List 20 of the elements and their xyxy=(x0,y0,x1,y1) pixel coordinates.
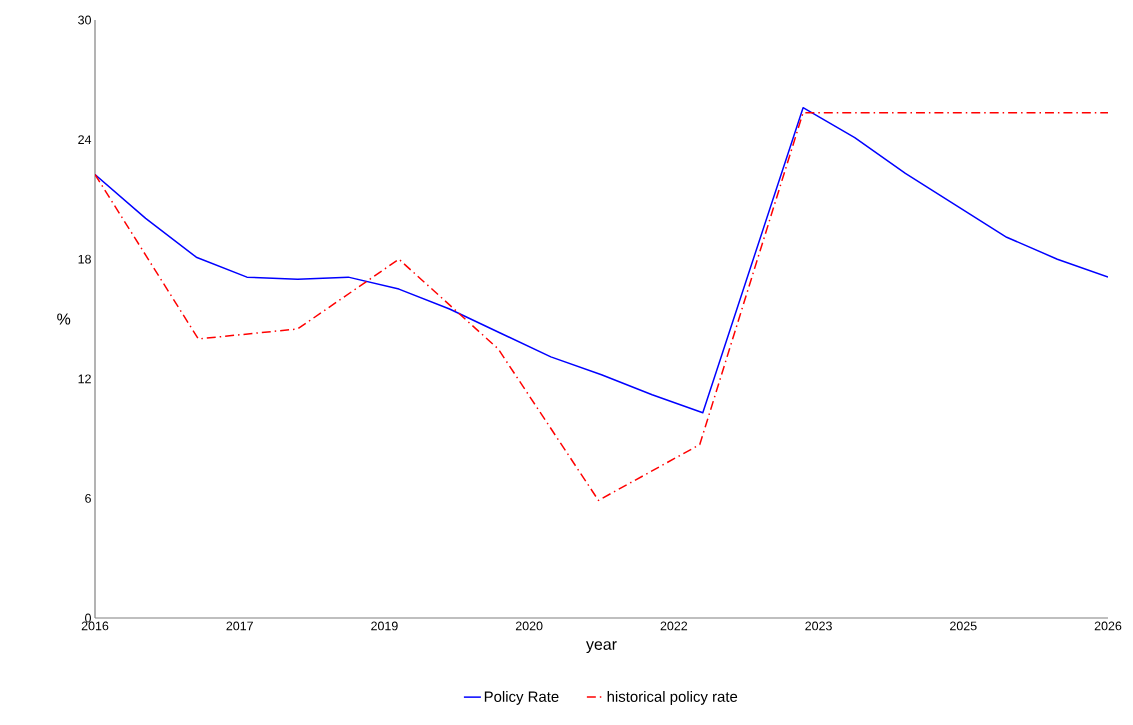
x-tick-label: 2020 xyxy=(515,621,543,631)
x-tick-label: 2026 xyxy=(1094,621,1122,631)
y-tick-label: 18 xyxy=(78,254,91,264)
x-tick-label: 2019 xyxy=(371,621,398,631)
x-tick-label: 2017 xyxy=(226,621,253,631)
y-tick-label: 30 xyxy=(78,15,91,25)
x-tick-label: 2023 xyxy=(805,621,832,631)
y-tick-label: 0 xyxy=(85,613,91,623)
line-series xyxy=(95,111,1108,502)
x-axis-title: year xyxy=(586,641,617,654)
y-tick-label: 12 xyxy=(78,374,91,384)
y-axis-title: % xyxy=(57,313,71,325)
y-tick-label: 24 xyxy=(78,135,92,144)
legend-label: historical policy rate xyxy=(607,690,738,705)
x-tick-label: 2022 xyxy=(660,621,688,631)
line-series xyxy=(95,106,1108,414)
x-tick-label: 2016 xyxy=(81,621,109,631)
x-tick-label: 2025 xyxy=(950,621,977,631)
y-tick-label: 6 xyxy=(85,494,91,503)
legend-label: Policy Rate xyxy=(484,690,559,705)
